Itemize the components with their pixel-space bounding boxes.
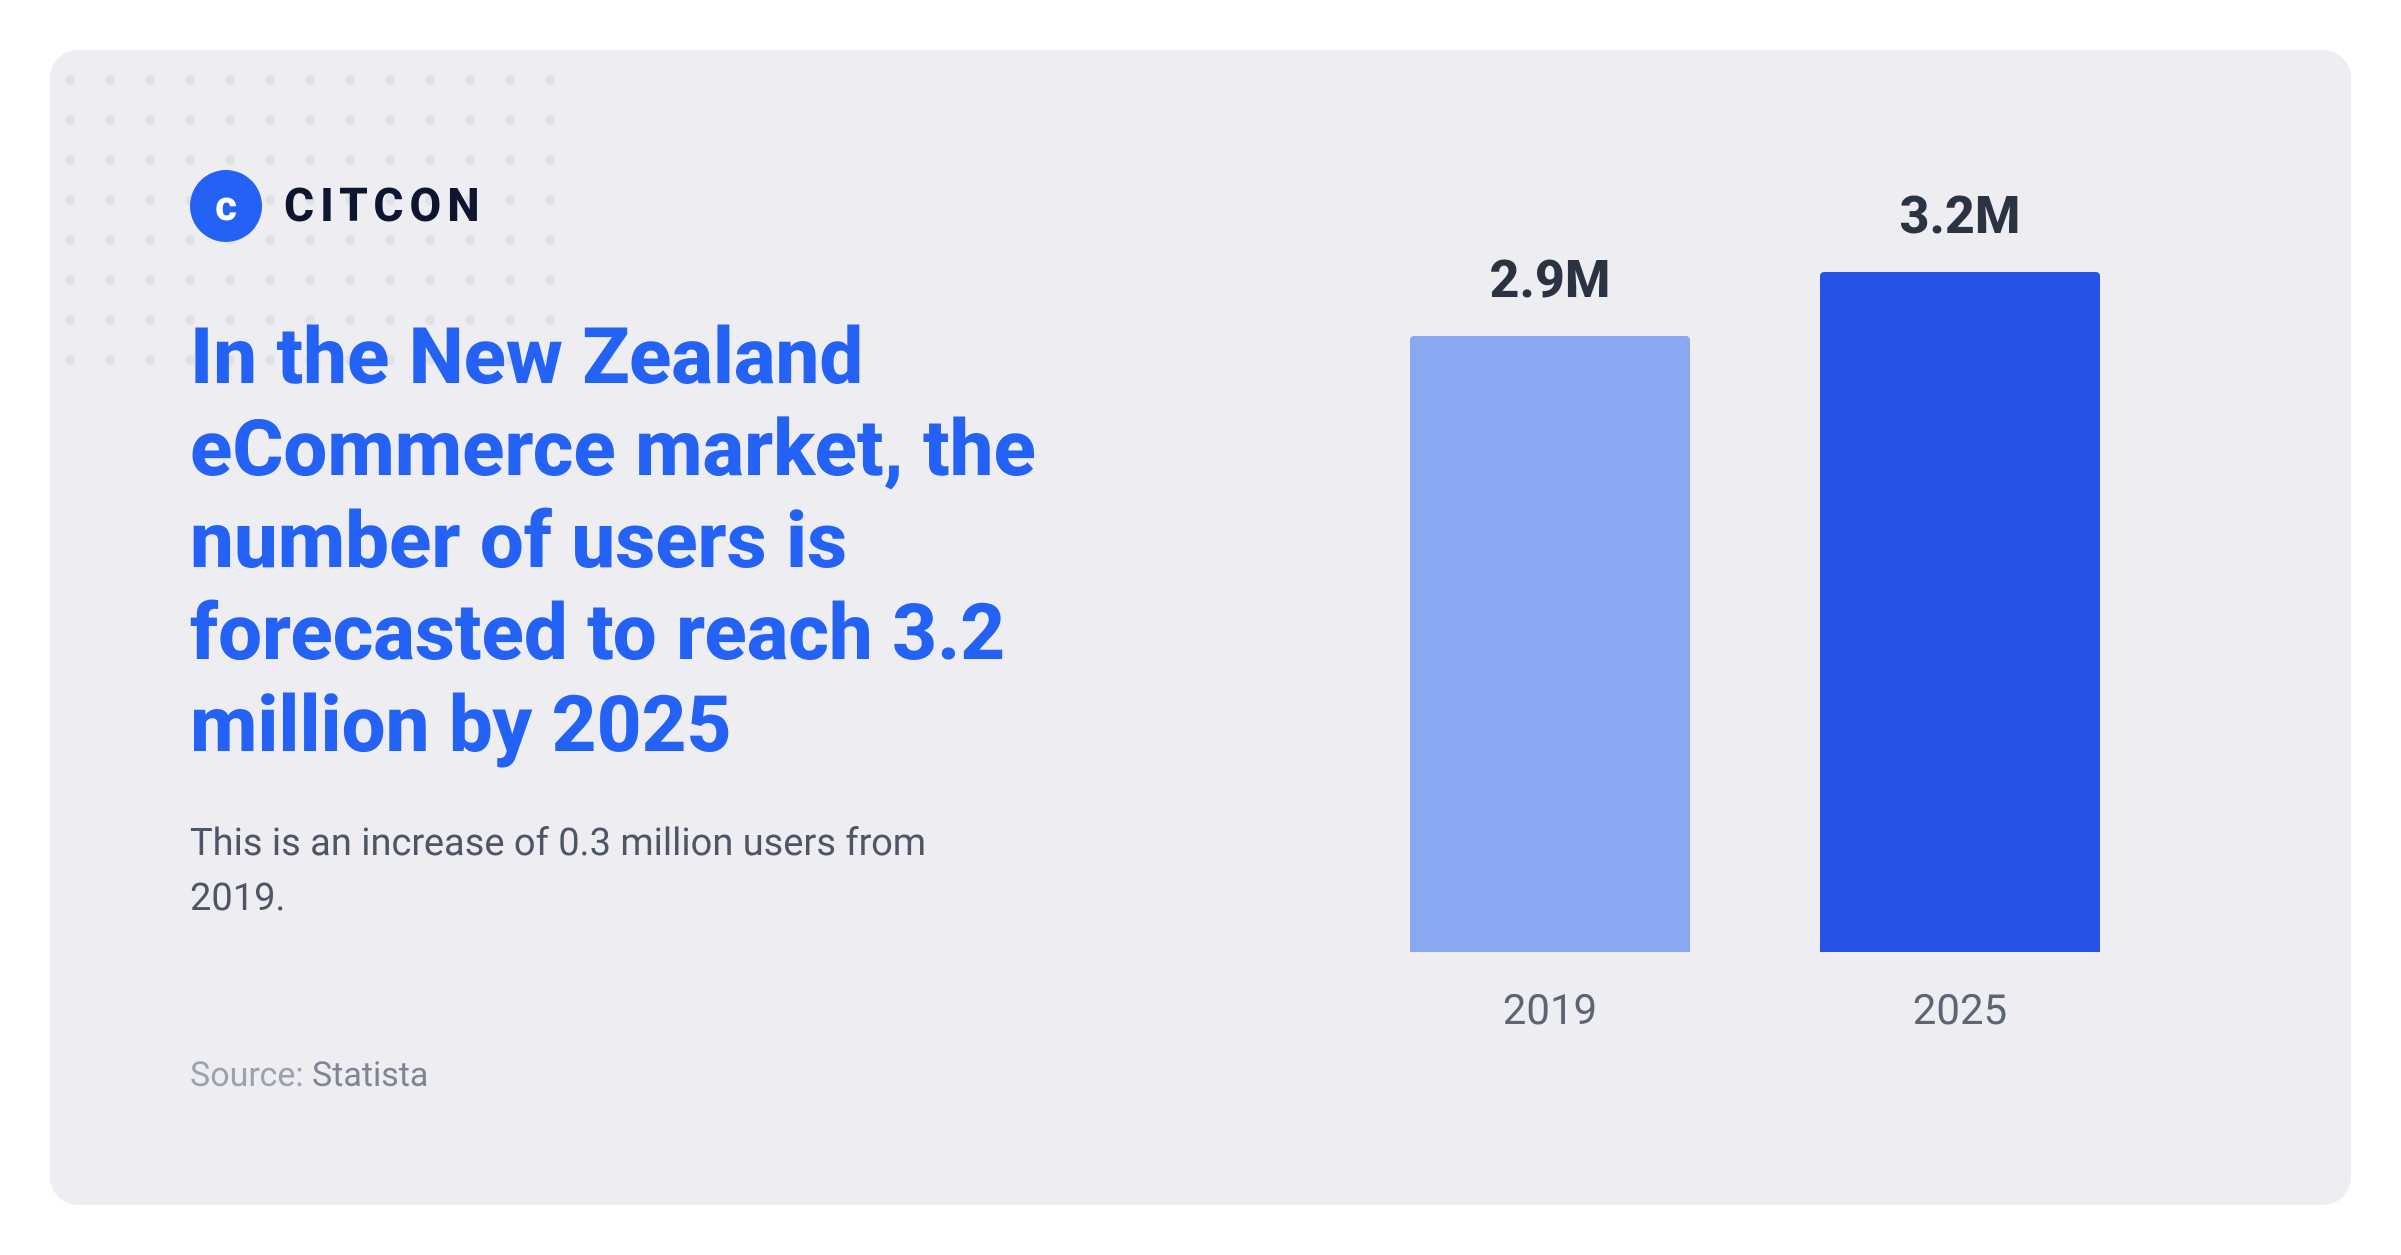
source-line: Source: Statista xyxy=(190,1055,1239,1095)
logo-badge-letter: c xyxy=(215,182,237,231)
bar-group: 2.9M 2019 xyxy=(1410,249,1690,1035)
infographic-card: c CITCON In the New Zealand eCommerce ma… xyxy=(50,50,2351,1205)
chart-column: 2.9M 2019 3.2M 2025 xyxy=(1299,160,2211,1095)
source-prefix: Source: xyxy=(190,1055,312,1095)
text-column: c CITCON In the New Zealand eCommerce ma… xyxy=(190,160,1299,1095)
bar-group: 3.2M 2025 xyxy=(1820,185,2100,1035)
subheadline: This is an increase of 0.3 million users… xyxy=(190,816,1010,926)
bar-value-label: 2.9M xyxy=(1489,249,1610,310)
content-area: c CITCON In the New Zealand eCommerce ma… xyxy=(50,50,2351,1205)
bar-category-label: 2019 xyxy=(1503,986,1597,1035)
bar xyxy=(1820,272,2100,952)
bar-chart: 2.9M20193.2M2025 xyxy=(1410,215,2100,1035)
logo: c CITCON xyxy=(190,170,1239,242)
source-name: Statista xyxy=(312,1055,428,1095)
infographic-stage: c CITCON In the New Zealand eCommerce ma… xyxy=(0,0,2401,1255)
bar xyxy=(1410,336,1690,952)
logo-badge-icon: c xyxy=(190,170,262,242)
bar-category-label: 2025 xyxy=(1913,986,2007,1035)
bar-value-label: 3.2M xyxy=(1899,185,2020,246)
logo-text: CITCON xyxy=(284,179,486,233)
headline: In the New Zealand eCommerce market, the… xyxy=(190,312,1239,772)
